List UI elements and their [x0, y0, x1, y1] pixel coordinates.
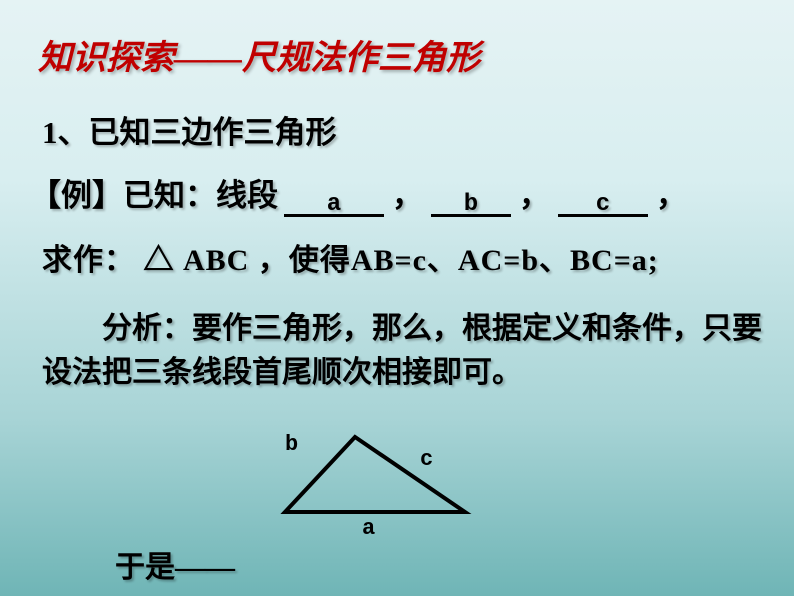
- comma-2: ，: [519, 170, 550, 215]
- triangle-label-b: b: [285, 432, 298, 457]
- comma-3: ，: [656, 170, 687, 215]
- slide-title: 知识探索——尺规法作三角形: [38, 30, 764, 79]
- comma-1: ，: [392, 170, 423, 215]
- construct-line: 求作： △ ABC ，使得AB=c、AC=b、BC=a;: [42, 235, 764, 279]
- triangle-shape: [285, 437, 465, 512]
- analysis-text: 分析：要作三角形，那么，根据定义和条件，只要设法把三条线段首尾顺次相接即可。: [42, 307, 764, 394]
- segment-b: b: [431, 187, 511, 217]
- segment-a: a: [284, 187, 384, 217]
- segment-c-label: c: [596, 191, 610, 218]
- final-line: 于是——: [115, 542, 235, 586]
- example-prefix: 【例】已知：线段: [30, 170, 278, 215]
- segment-b-label: b: [464, 191, 478, 218]
- slide-container: 知识探索——尺规法作三角形 1、已知三边作三角形 【例】已知：线段 a ， b …: [0, 0, 794, 596]
- triangle-label-a: a: [362, 516, 375, 541]
- segment-c: c: [558, 187, 648, 217]
- triangle-svg: [280, 432, 480, 542]
- segment-a-label: a: [327, 191, 341, 218]
- triangle-label-c: c: [420, 447, 433, 472]
- example-given-line: 【例】已知：线段 a ， b ， c ，: [30, 170, 764, 217]
- section-heading: 1、已知三边作三角形: [42, 107, 764, 152]
- triangle-diagram: b c a: [280, 432, 500, 542]
